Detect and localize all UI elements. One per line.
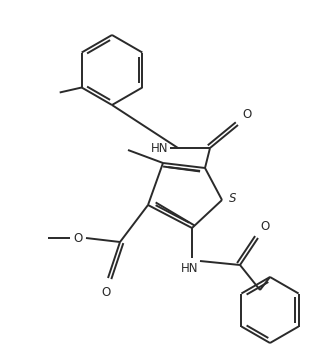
Text: O: O xyxy=(73,232,82,245)
Text: O: O xyxy=(102,286,111,299)
Text: HN: HN xyxy=(151,142,168,155)
Text: S: S xyxy=(229,193,236,206)
Text: HN: HN xyxy=(181,262,199,275)
Text: O: O xyxy=(260,220,269,233)
Text: O: O xyxy=(242,108,251,121)
